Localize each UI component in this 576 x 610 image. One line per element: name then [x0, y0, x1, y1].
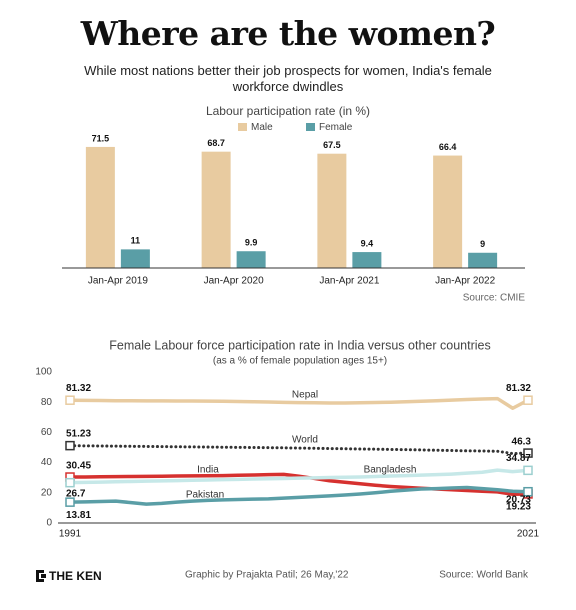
chart-title: Labour participation rate (in %): [206, 104, 370, 118]
brand: THE KEN: [49, 569, 102, 583]
data-label: 66.4: [439, 142, 457, 152]
y-tick-label: 60: [41, 427, 53, 438]
line-3: [69, 468, 529, 485]
x-tick-label: Jan-Apr 2021: [319, 276, 379, 287]
brand-icon: [36, 570, 46, 582]
series-label: India: [197, 465, 219, 476]
x-tick-label: Jan-Apr 2019: [88, 276, 148, 287]
end-marker: [523, 465, 533, 476]
line-0: [69, 396, 529, 410]
data-label: 68.7: [207, 138, 225, 148]
end-marker: [65, 395, 75, 405]
series-label: Pakistan: [186, 490, 224, 501]
end-marker: [523, 395, 533, 405]
data-label: 51.23: [66, 428, 91, 439]
bar: [85, 146, 115, 268]
data-label: 19.23: [506, 502, 531, 513]
bar: [468, 252, 498, 268]
bar: [236, 251, 266, 268]
y-tick-label: 80: [41, 397, 53, 408]
data-label: 9: [480, 239, 485, 249]
bar: [201, 151, 231, 268]
source: Source: World Bank: [439, 570, 529, 581]
end-marker: [65, 477, 75, 488]
end-marker: [65, 497, 75, 507]
data-label: 67.5: [323, 140, 341, 150]
legend-swatch: [238, 123, 247, 131]
x-tick-label: Jan-Apr 2022: [435, 276, 495, 287]
data-label: 9.9: [245, 238, 258, 248]
line-1: [68, 444, 530, 456]
bar: [433, 155, 463, 268]
end-marker: [523, 486, 533, 497]
x-tick-label: 2021: [517, 529, 540, 540]
y-tick-label: 100: [35, 367, 52, 378]
legend-swatch: [306, 123, 315, 131]
end-marker: [65, 440, 75, 451]
series-label: Nepal: [292, 390, 318, 401]
data-label: 20.73: [506, 494, 531, 505]
chart-title: Female Labour force participation rate i…: [109, 338, 490, 352]
chart-subtitle: (as a % of female population ages 15+): [213, 356, 387, 367]
data-label: 81.32: [506, 383, 531, 394]
y-tick-label: 20: [41, 487, 53, 498]
series-label: Bangladesh: [364, 465, 417, 476]
source: Source: CMIE: [463, 293, 526, 304]
data-label: 13.81: [66, 510, 91, 521]
series-label: World: [292, 435, 318, 446]
bar: [352, 252, 382, 268]
data-label: 81.32: [66, 383, 91, 394]
title: Where are the women?: [80, 14, 496, 53]
data-label: 11: [131, 236, 141, 246]
data-label: 30.45: [66, 461, 91, 472]
credit: Graphic by Prajakta Patil; 26 May,'22: [185, 570, 349, 581]
data-label: 46.3: [512, 437, 532, 448]
legend-label: Male: [251, 122, 273, 133]
data-label: 9.4: [361, 238, 374, 248]
line-2: [69, 472, 529, 497]
end-marker: [523, 448, 533, 458]
data-label: 71.5: [92, 133, 110, 143]
x-tick-label: 1991: [59, 529, 82, 540]
bar: [120, 249, 150, 268]
data-label: 34.87: [506, 453, 531, 464]
subtitle: While most nations better their job pros…: [84, 63, 492, 94]
data-label: 26.7: [66, 488, 86, 499]
x-tick-label: Jan-Apr 2020: [204, 276, 264, 287]
legend-label: Female: [319, 122, 353, 133]
bar: [317, 153, 347, 268]
y-tick-label: 0: [46, 518, 52, 529]
line-4: [69, 485, 529, 506]
y-tick-label: 40: [41, 457, 53, 468]
